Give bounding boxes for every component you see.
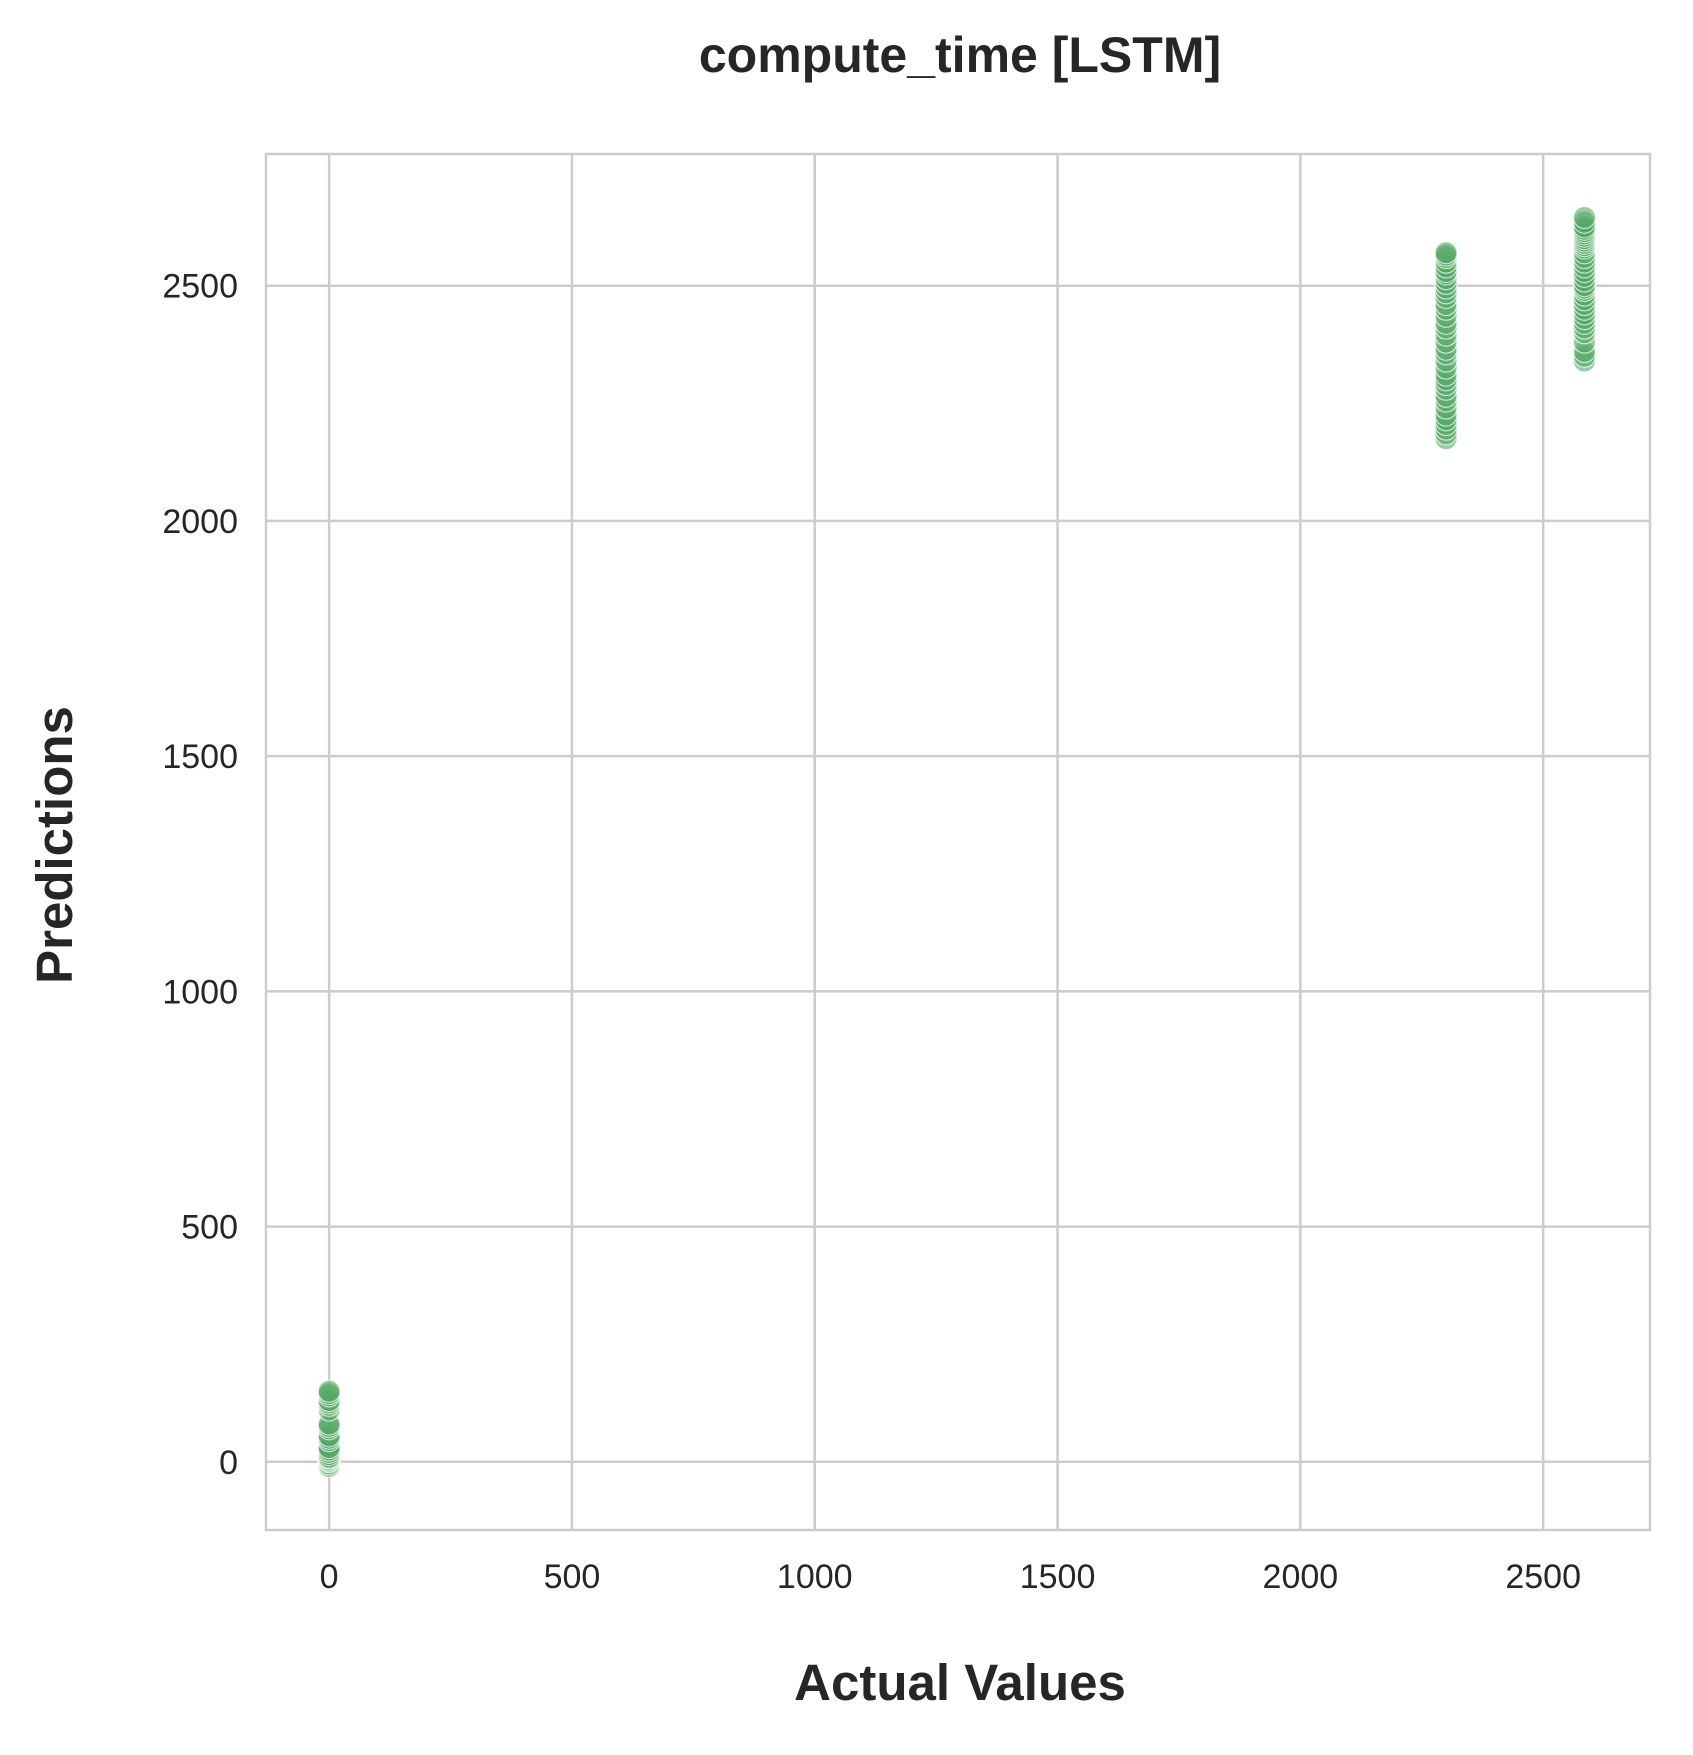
grid (266, 154, 1650, 1530)
x-tick-label: 500 (544, 1558, 601, 1596)
data-point (1434, 241, 1458, 265)
plot-frame (264, 152, 1652, 1532)
data-point (1572, 205, 1597, 230)
y-tick-label: 0 (219, 1444, 238, 1482)
y-tick-label: 1000 (162, 973, 238, 1011)
y-tick-labels: 0 500 1000 1500 2000 2500 (162, 268, 238, 1482)
y-tick-label: 500 (181, 1209, 238, 1247)
x-tick-labels: 0 500 1000 1500 2000 2500 (320, 1558, 1581, 1596)
x-tick-label: 1500 (1020, 1558, 1096, 1596)
y-tick-label: 2500 (162, 268, 238, 306)
x-tick-label: 2500 (1505, 1558, 1581, 1596)
data-points (317, 205, 1597, 1479)
chart-title: compute_time [LSTM] (699, 27, 1221, 83)
y-tick-label: 1500 (162, 738, 238, 776)
x-tick-label: 0 (320, 1558, 339, 1596)
y-axis-label: Predictions (26, 706, 83, 984)
x-axis-label: Actual Values (794, 1654, 1126, 1711)
data-point (317, 1379, 341, 1403)
y-tick-label: 2000 (162, 503, 238, 541)
x-tick-label: 1000 (777, 1558, 853, 1596)
x-tick-label: 2000 (1263, 1558, 1339, 1596)
